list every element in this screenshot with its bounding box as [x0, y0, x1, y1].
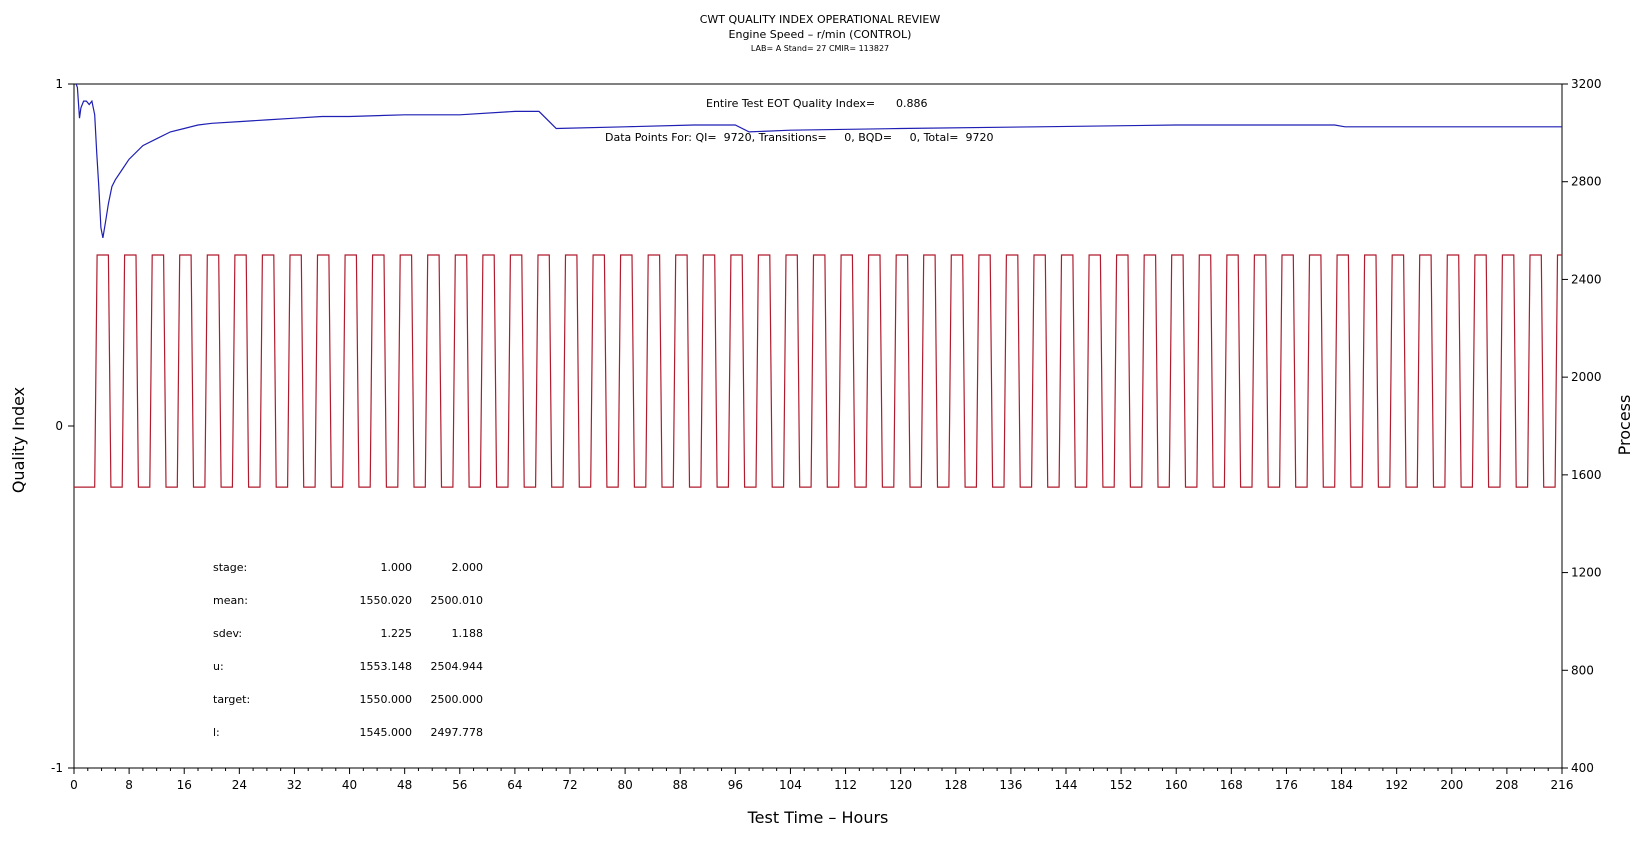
right-tick-label: 2000: [1571, 370, 1602, 384]
left-tick-label: -1: [51, 761, 63, 775]
x-tick-label: 72: [562, 778, 577, 792]
right-tick-label: 3200: [1571, 77, 1602, 91]
x-tick-label: 168: [1220, 778, 1243, 792]
x-tick-label: 80: [617, 778, 632, 792]
chart-subtitle-2: LAB= A Stand= 27 CMIR= 113827: [751, 44, 889, 53]
left-axis-ticks: -1 0 1: [51, 77, 74, 775]
x-tick-label: 88: [673, 778, 688, 792]
chart-subtitle: Engine Speed – r/min (CONTROL): [729, 28, 912, 41]
stats-stage2-value: 2504.944: [431, 660, 484, 673]
series-group: [74, 83, 1562, 488]
stats-row-label: target:: [213, 693, 250, 706]
x-axis-ticks: 0 8 16 24 32 40 48 56 64 72 80 88 96 104 112 120 128 136 1…: [70, 768, 1573, 792]
x-tick-label: 192: [1385, 778, 1408, 792]
x-axis-label: Test Time – Hours: [747, 808, 889, 827]
process-series-line: [74, 254, 1562, 488]
x-tick-label: 40: [342, 778, 357, 792]
data-points-text: Data Points For: QI= 9720, Transitions= …: [605, 131, 993, 144]
stats-row-label: l:: [213, 726, 220, 739]
x-tick-label: 160: [1165, 778, 1188, 792]
stats-stage2-value: 2500.000: [431, 693, 484, 706]
right-tick-label: 400: [1571, 761, 1594, 775]
x-tick-label: 104: [779, 778, 802, 792]
quality-index-series-line: [75, 83, 1562, 239]
x-tick-label: 56: [452, 778, 467, 792]
right-axis-ticks: 400 800 1200 1600 2000 2400 2800 3200: [1562, 77, 1602, 775]
stats-stage1-value: 1550.000: [360, 693, 413, 706]
x-tick-label: 144: [1055, 778, 1078, 792]
x-tick-label: 16: [177, 778, 192, 792]
left-axis-label: Quality Index: [9, 387, 28, 493]
x-tick-label: 8: [125, 778, 133, 792]
right-tick-label: 2400: [1571, 272, 1602, 286]
x-tick-label: 216: [1551, 778, 1574, 792]
left-tick-label: 1: [55, 77, 63, 91]
right-tick-label: 2800: [1571, 175, 1602, 189]
stats-stage1-value: 1553.148: [360, 660, 413, 673]
stats-stage2-value: 2.000: [452, 561, 484, 574]
x-tick-label: 96: [728, 778, 743, 792]
x-tick-label: 176: [1275, 778, 1298, 792]
stats-stage2-value: 2497.778: [431, 726, 484, 739]
left-tick-label: 0: [55, 419, 63, 433]
stats-row-label: u:: [213, 660, 224, 673]
stats-row-label: sdev:: [213, 627, 242, 640]
x-tick-label: 112: [834, 778, 857, 792]
x-tick-label: 32: [287, 778, 302, 792]
stats-row-label: mean:: [213, 594, 248, 607]
x-tick-label: 0: [70, 778, 78, 792]
eot-quality-value: 0.886: [896, 97, 928, 110]
x-tick-label: 48: [397, 778, 412, 792]
x-tick-label: 24: [232, 778, 247, 792]
x-tick-label: 64: [507, 778, 522, 792]
stats-stage1-value: 1550.020: [360, 594, 413, 607]
stats-table: stage: 1.000 2.000 mean: 1550.020 2500.010 sde…: [213, 561, 483, 739]
stats-stage1-value: 1.000: [381, 561, 413, 574]
x-tick-label: 120: [889, 778, 912, 792]
x-tick-label: 128: [944, 778, 967, 792]
right-tick-label: 1200: [1571, 566, 1602, 580]
x-tick-label: 184: [1330, 778, 1353, 792]
x-tick-label: 136: [999, 778, 1022, 792]
plot-border: [73, 83, 1563, 769]
stats-stage2-value: 2500.010: [431, 594, 484, 607]
stats-stage2-value: 1.188: [452, 627, 484, 640]
right-axis-label: Process: [1615, 395, 1634, 456]
stats-row-label: stage:: [213, 561, 247, 574]
x-tick-label: 200: [1440, 778, 1463, 792]
x-tick-label: 152: [1110, 778, 1133, 792]
chart-title: CWT QUALITY INDEX OPERATIONAL REVIEW: [700, 13, 941, 26]
right-tick-label: 800: [1571, 663, 1594, 677]
stats-stage1-value: 1.225: [381, 627, 413, 640]
eot-quality-label: Entire Test EOT Quality Index=: [706, 97, 875, 110]
right-tick-label: 1600: [1571, 468, 1602, 482]
stats-stage1-value: 1545.000: [360, 726, 413, 739]
x-tick-label: 208: [1495, 778, 1518, 792]
plot-frame: [73, 83, 1563, 769]
